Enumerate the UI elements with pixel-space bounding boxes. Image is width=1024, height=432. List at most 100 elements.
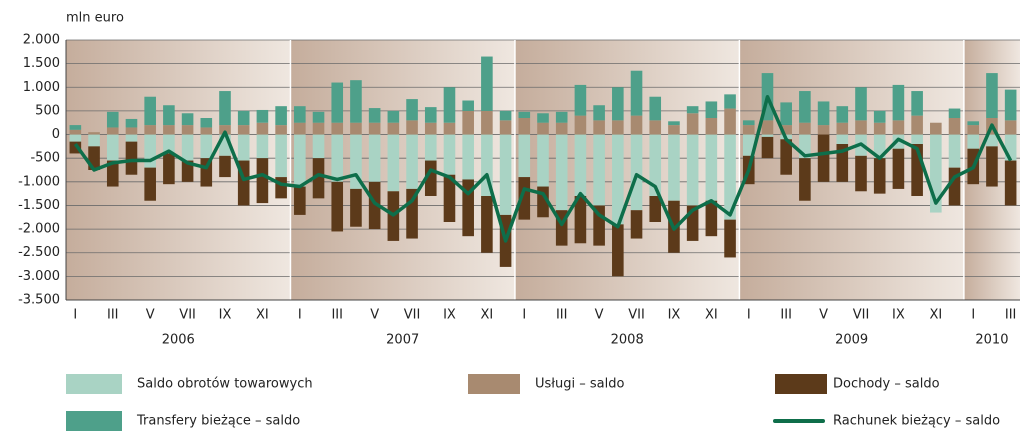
legend-swatch (775, 374, 827, 394)
x-tick-label: VII (179, 308, 196, 323)
bar (948, 118, 961, 135)
bar (481, 196, 493, 253)
bar (350, 188, 362, 227)
x-tick-label: XI (705, 308, 718, 323)
bar (612, 134, 624, 225)
bar (294, 106, 306, 123)
bar (555, 134, 568, 211)
bar (499, 120, 512, 135)
x-tick-label: I (522, 308, 526, 323)
bar (612, 87, 624, 121)
bar (499, 134, 512, 215)
x-tick-label: VII (628, 308, 645, 323)
bar (387, 134, 400, 192)
bar (275, 134, 287, 178)
bar (125, 127, 138, 135)
bar (799, 91, 811, 123)
bar (331, 134, 344, 182)
bar (200, 134, 213, 159)
bar (88, 132, 100, 135)
bar (481, 56, 493, 111)
bar (537, 186, 549, 218)
bar (686, 205, 699, 241)
x-tick-label: I (298, 308, 302, 323)
year-label: 2006 (162, 333, 195, 348)
bar (200, 127, 213, 135)
bar (817, 134, 830, 182)
bar (181, 134, 194, 161)
bar (518, 134, 531, 178)
bar (836, 134, 849, 144)
bar (462, 134, 474, 180)
bar (237, 134, 250, 161)
bar (106, 127, 119, 135)
bar (275, 125, 287, 135)
bar (331, 122, 344, 135)
bar (967, 121, 980, 126)
bar (742, 125, 755, 135)
bar (219, 134, 231, 156)
bar (873, 122, 886, 135)
legend-swatch (66, 411, 122, 431)
bar (69, 125, 82, 130)
bar (761, 136, 774, 159)
bar (630, 210, 643, 239)
bar (593, 120, 605, 135)
x-tick-label: III (556, 308, 568, 323)
bar (163, 134, 175, 154)
legend-swatch (468, 374, 520, 394)
bar (574, 115, 587, 135)
bar (312, 158, 325, 199)
y-axis-label: mln euro (66, 11, 124, 26)
bar (911, 144, 923, 196)
bar (649, 96, 662, 121)
bar (724, 108, 736, 135)
x-tick-label: III (331, 308, 343, 323)
bar (312, 111, 325, 123)
x-tick-label: I (971, 308, 975, 323)
bar (836, 144, 849, 182)
bar (593, 105, 605, 121)
x-tick-label: IX (219, 308, 232, 323)
bar (443, 134, 456, 175)
bar (649, 196, 662, 222)
y-tick-label: 500 (35, 103, 60, 118)
bar (181, 113, 194, 126)
bar (106, 134, 119, 161)
bar (967, 125, 980, 135)
y-tick-label: 1.000 (23, 80, 60, 95)
bar (986, 134, 998, 147)
bar (892, 120, 905, 135)
bar (668, 121, 680, 126)
bar (462, 179, 474, 237)
bar (537, 122, 549, 135)
bar (649, 120, 662, 135)
x-tick-label: V (370, 308, 379, 323)
bar (686, 113, 699, 135)
x-tick-label: V (595, 308, 604, 323)
bar (424, 160, 437, 196)
bar (630, 134, 643, 211)
bar (331, 181, 344, 232)
legend-label: Dochody – saldo (833, 377, 940, 392)
x-tick-label: I (73, 308, 77, 323)
bar (630, 115, 643, 135)
bar (219, 155, 231, 178)
bar (387, 122, 400, 135)
bar (1004, 89, 1017, 121)
bar (144, 125, 156, 135)
bar (462, 100, 474, 111)
bar (144, 134, 156, 168)
bar (481, 134, 493, 196)
x-tick-label: III (1005, 308, 1017, 323)
year-label: 2009 (835, 333, 868, 348)
bar (125, 118, 138, 128)
bar (537, 113, 549, 123)
bar (705, 101, 718, 118)
bar (555, 111, 568, 123)
y-tick-label: 0 (52, 127, 60, 142)
year-label: 2008 (611, 333, 644, 348)
bar (855, 120, 867, 135)
y-tick-label: -1.000 (18, 174, 60, 189)
